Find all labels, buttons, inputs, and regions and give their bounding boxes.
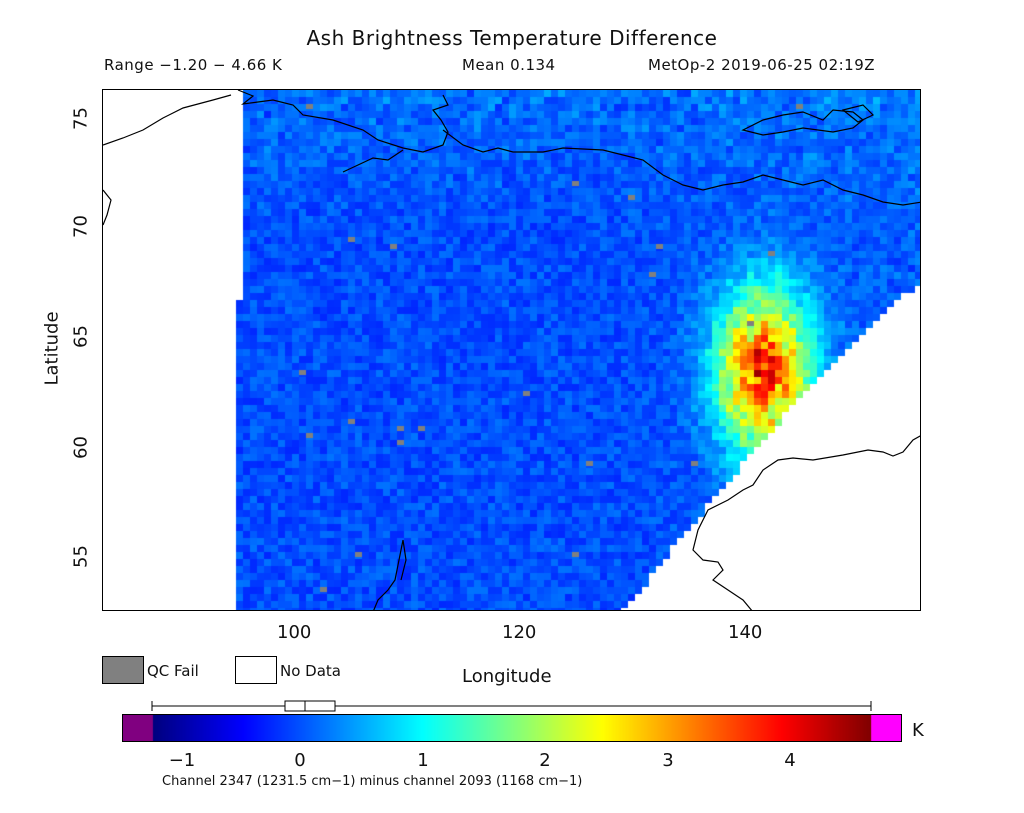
cb-tick-2: 2 [539, 750, 551, 771]
no-data-label: No Data [280, 662, 341, 680]
island-east [841, 104, 875, 123]
cb-tick-3: 3 [662, 750, 674, 771]
coastline-okhotsk [692, 435, 920, 610]
mean-text: Mean 0.134 [462, 56, 556, 74]
cb-tick-4: 4 [784, 750, 796, 771]
y-tick-75: 75 [70, 107, 92, 130]
cb-tick-neg1: −1 [168, 750, 196, 771]
distribution-boxplot [151, 700, 872, 712]
colorbar-unit: K [912, 720, 924, 741]
y-tick-55: 55 [70, 545, 92, 568]
island-sakhalin-south [373, 539, 407, 610]
x-tick-100: 100 [277, 622, 312, 643]
coastline-overlay [103, 90, 920, 610]
coastline-north-siberia [103, 90, 920, 206]
no-data-swatch [235, 656, 277, 684]
colorbar [122, 714, 902, 742]
y-tick-60: 60 [70, 436, 92, 459]
qc-fail-swatch [102, 656, 144, 684]
bt-difference-heatmap [103, 90, 920, 610]
cb-tick-1: 1 [417, 750, 429, 771]
coastline-west-edge [103, 189, 112, 226]
range-text: Range −1.20 − 4.66 K [104, 56, 283, 74]
y-tick-65: 65 [70, 325, 92, 348]
cb-tick-0: 0 [294, 750, 306, 771]
channel-footnote: Channel 2347 (1231.5 cm−1) minus channel… [162, 774, 583, 789]
x-tick-120: 120 [502, 622, 537, 643]
y-tick-70: 70 [70, 215, 92, 238]
x-axis-title: Longitude [462, 666, 552, 687]
y-axis-title: Latitude [41, 311, 63, 386]
map-plot-area [102, 89, 921, 611]
island-novosibirsk [741, 109, 864, 136]
chart-title: Ash Brightness Temperature Difference [306, 26, 718, 50]
qc-fail-label: QC Fail [147, 662, 199, 680]
x-tick-140: 140 [728, 622, 763, 643]
satellite-text: MetOp-2 2019-06-25 02:19Z [648, 56, 876, 74]
coastline-taymyr [342, 149, 404, 173]
